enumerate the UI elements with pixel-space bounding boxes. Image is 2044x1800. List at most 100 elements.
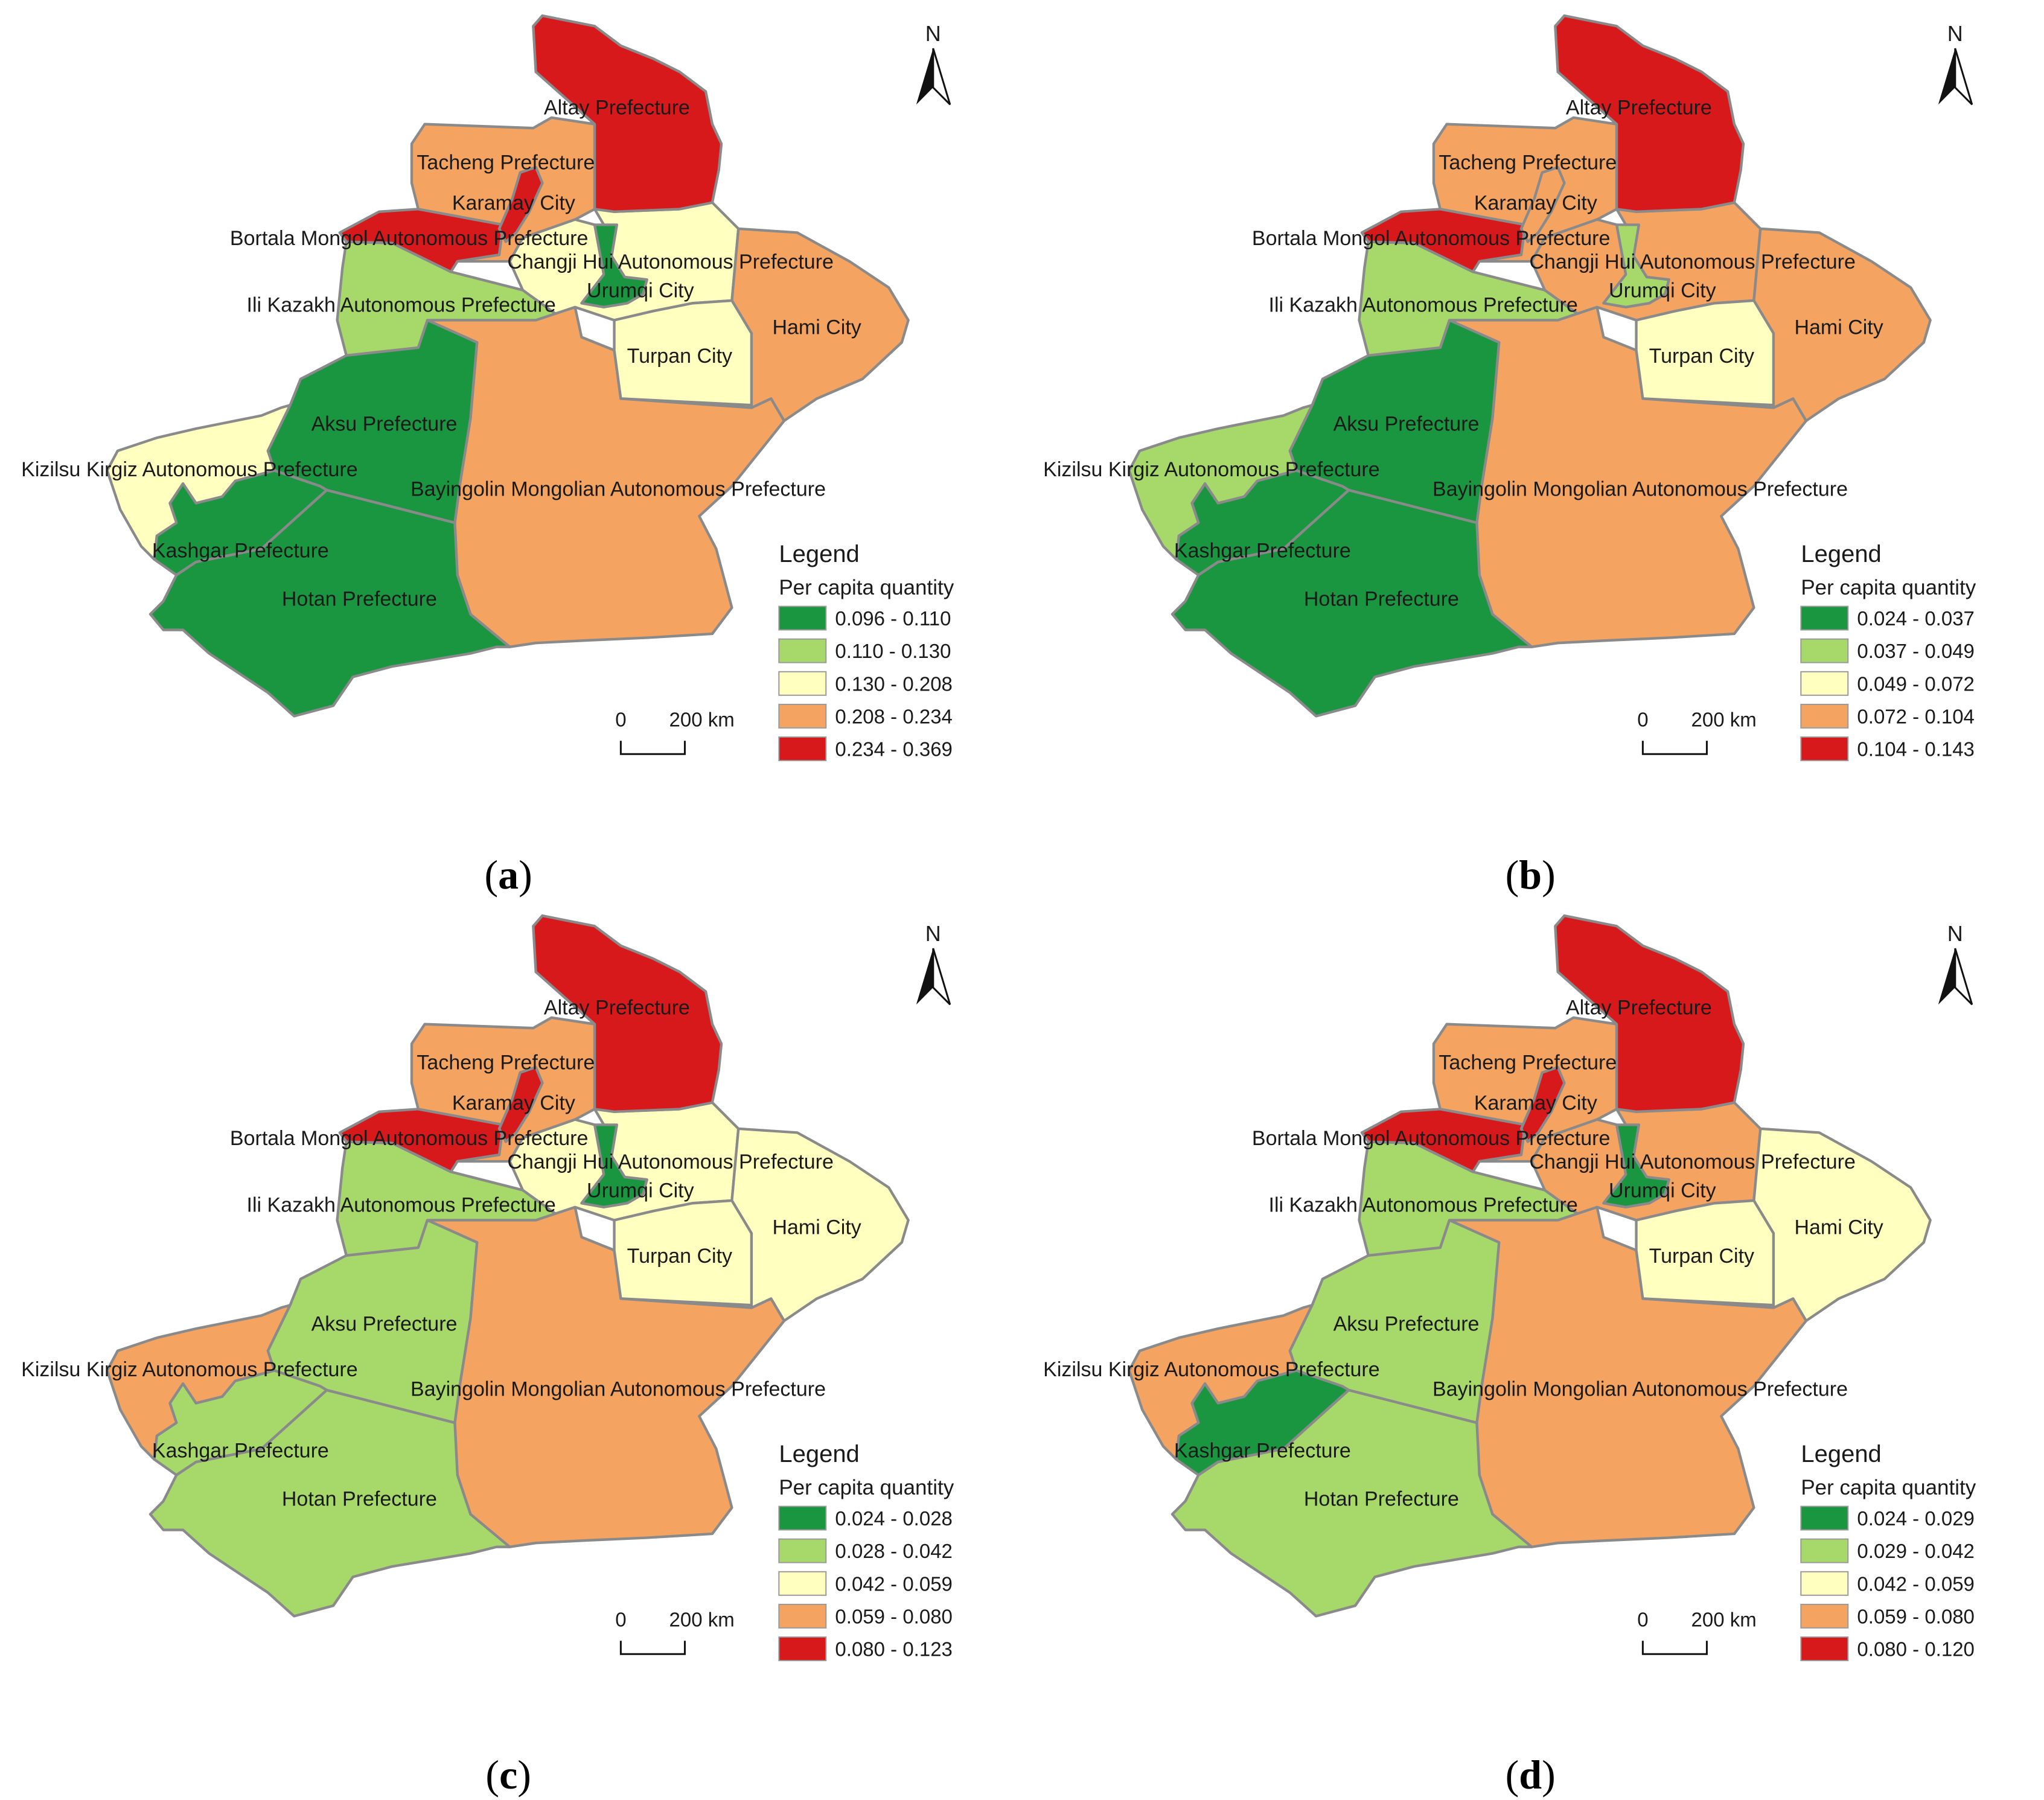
label-kizilsu: Kizilsu Kirgiz Autonomous Prefecture (21, 1358, 357, 1381)
label-karamay: Karamay City (452, 1092, 575, 1115)
legend-range-label: 0.080 - 0.120 (1857, 1638, 1975, 1661)
label-urumqi: Urumqi City (587, 279, 694, 302)
legend-subtitle: Per capita quantity (1801, 1476, 1976, 1499)
scale-bar (1641, 1641, 1708, 1655)
label-hami: Hami City (772, 316, 861, 339)
panel-caption: (b) (1506, 852, 1556, 898)
panel-caption: (d) (1506, 1752, 1556, 1798)
label-bortala: Bortala Mongol Autonomous Prefecture (230, 227, 588, 250)
label-kashgar: Kashgar Prefecture (152, 539, 329, 562)
legend-range-label: 0.029 - 0.042 (1857, 1540, 1975, 1562)
label-changji: Changji Hui Autonomous Prefecture (1529, 251, 1856, 273)
legend-swatch (1800, 1603, 1849, 1629)
north-label: N (925, 921, 941, 946)
region-urumqi (1602, 1123, 1670, 1208)
label-kashgar: Kashgar Prefecture (1174, 1439, 1351, 1462)
legend-range-label: 0.096 - 0.110 (835, 607, 951, 630)
map-svg-b: Altay Prefecture Tacheng Prefecture Karama… (1043, 14, 1976, 898)
scale-distance-label: 200 km (1691, 1609, 1756, 1631)
legend-swatch (778, 1505, 827, 1531)
legend-swatch (1800, 671, 1849, 696)
label-tacheng: Tacheng Prefecture (1439, 151, 1617, 174)
north-label: N (925, 21, 941, 46)
label-turpan: Turpan City (1649, 345, 1754, 368)
legend-title: Legend (1801, 1441, 1881, 1467)
legend-swatch (778, 703, 827, 729)
legend-swatch (778, 1571, 827, 1596)
scale-zero-label: 0 (615, 1609, 626, 1631)
map-panel-a: Altay Prefecture Tacheng Prefecture Karama… (0, 0, 1022, 900)
label-bayingolin: Bayingolin Mongolian Autonomous Prefectu… (410, 478, 826, 501)
north-arrow-icon (916, 48, 951, 106)
legend-title: Legend (1801, 541, 1881, 567)
north-arrow-icon (1938, 48, 1973, 106)
legend-swatch (1800, 1538, 1849, 1563)
label-hotan: Hotan Prefecture (282, 588, 437, 611)
region-layer (1128, 14, 1932, 718)
label-kizilsu: Kizilsu Kirgiz Autonomous Prefecture (1043, 1358, 1379, 1381)
legend-range-label: 0.024 - 0.037 (1857, 607, 1975, 630)
label-bayingolin: Bayingolin Mongolian Autonomous Prefectu… (1432, 478, 1848, 501)
label-hami: Hami City (1794, 316, 1883, 339)
label-kizilsu: Kizilsu Kirgiz Autonomous Prefecture (21, 458, 357, 481)
legend-swatch (778, 1636, 827, 1662)
label-ili: Ili Kazakh Autonomous Prefecture (247, 293, 556, 316)
region-kizilsu (106, 403, 292, 561)
region-altay (532, 914, 723, 1113)
legend-swatch (1800, 1505, 1849, 1531)
legend-range-label: 0.234 - 0.369 (835, 738, 953, 761)
label-hami: Hami City (772, 1216, 861, 1239)
legend-range-label: 0.208 - 0.234 (835, 705, 953, 727)
label-tacheng: Tacheng Prefecture (417, 1051, 595, 1074)
legend-range-label: 0.072 - 0.104 (1857, 705, 1975, 727)
label-ili: Ili Kazakh Autonomous Prefecture (1269, 293, 1578, 316)
scale-distance-label: 200 km (1691, 709, 1756, 731)
map-panel-b: Altay Prefecture Tacheng Prefecture Karama… (1022, 0, 2044, 900)
label-bortala: Bortala Mongol Autonomous Prefecture (230, 1127, 588, 1150)
region-karamay (1519, 165, 1566, 243)
legend-range-label: 0.059 - 0.080 (1857, 1605, 1975, 1627)
label-aksu: Aksu Prefecture (1333, 1312, 1480, 1335)
region-hotan (149, 488, 511, 718)
label-urumqi: Urumqi City (1609, 1179, 1716, 1202)
label-bayingolin: Bayingolin Mongolian Autonomous Prefectu… (1432, 1378, 1848, 1401)
legend-range-label: 0.049 - 0.072 (1857, 672, 1975, 695)
label-altay: Altay Prefecture (1566, 97, 1712, 120)
region-kizilsu (1128, 1303, 1314, 1461)
legend-swatch (1800, 638, 1849, 663)
scale-zero-label: 0 (615, 709, 626, 731)
label-kashgar: Kashgar Prefecture (152, 1439, 329, 1462)
north-arrow-icon (916, 948, 951, 1006)
label-bortala: Bortala Mongol Autonomous Prefecture (1252, 1127, 1610, 1150)
label-changji: Changji Hui Autonomous Prefecture (507, 1151, 834, 1173)
region-karamay (1519, 1065, 1566, 1143)
scale-bar (1641, 741, 1708, 755)
north-label: N (1947, 21, 1963, 46)
legend-subtitle: Per capita quantity (779, 576, 954, 599)
label-altay: Altay Prefecture (1566, 997, 1712, 1020)
region-kizilsu (1128, 403, 1314, 561)
panel-caption: (a) (485, 852, 532, 898)
label-aksu: Aksu Prefecture (311, 412, 458, 435)
legend-swatch (778, 605, 827, 631)
legend-range-label: 0.110 - 0.130 (835, 640, 951, 662)
legend-range-label: 0.024 - 0.028 (835, 1507, 953, 1530)
legend-title: Legend (779, 541, 859, 567)
north-arrow-icon (1938, 948, 1973, 1006)
region-turpan (613, 299, 753, 407)
label-turpan: Turpan City (627, 345, 732, 368)
label-turpan: Turpan City (627, 1245, 732, 1268)
legend-range-label: 0.028 - 0.042 (835, 1540, 953, 1562)
region-turpan (1635, 1199, 1775, 1307)
region-kizilsu (106, 1303, 292, 1461)
label-hotan: Hotan Prefecture (1304, 588, 1459, 611)
legend-swatch (1800, 1571, 1849, 1596)
label-changji: Changji Hui Autonomous Prefecture (507, 251, 834, 273)
legend-range-label: 0.024 - 0.029 (1857, 1507, 1975, 1530)
label-bayingolin: Bayingolin Mongolian Autonomous Prefectu… (410, 1378, 826, 1401)
label-karamay: Karamay City (1474, 1092, 1597, 1115)
region-altay (1554, 14, 1745, 213)
region-urumqi (1602, 223, 1670, 308)
region-urumqi (580, 223, 648, 308)
region-layer (1128, 914, 1932, 1618)
